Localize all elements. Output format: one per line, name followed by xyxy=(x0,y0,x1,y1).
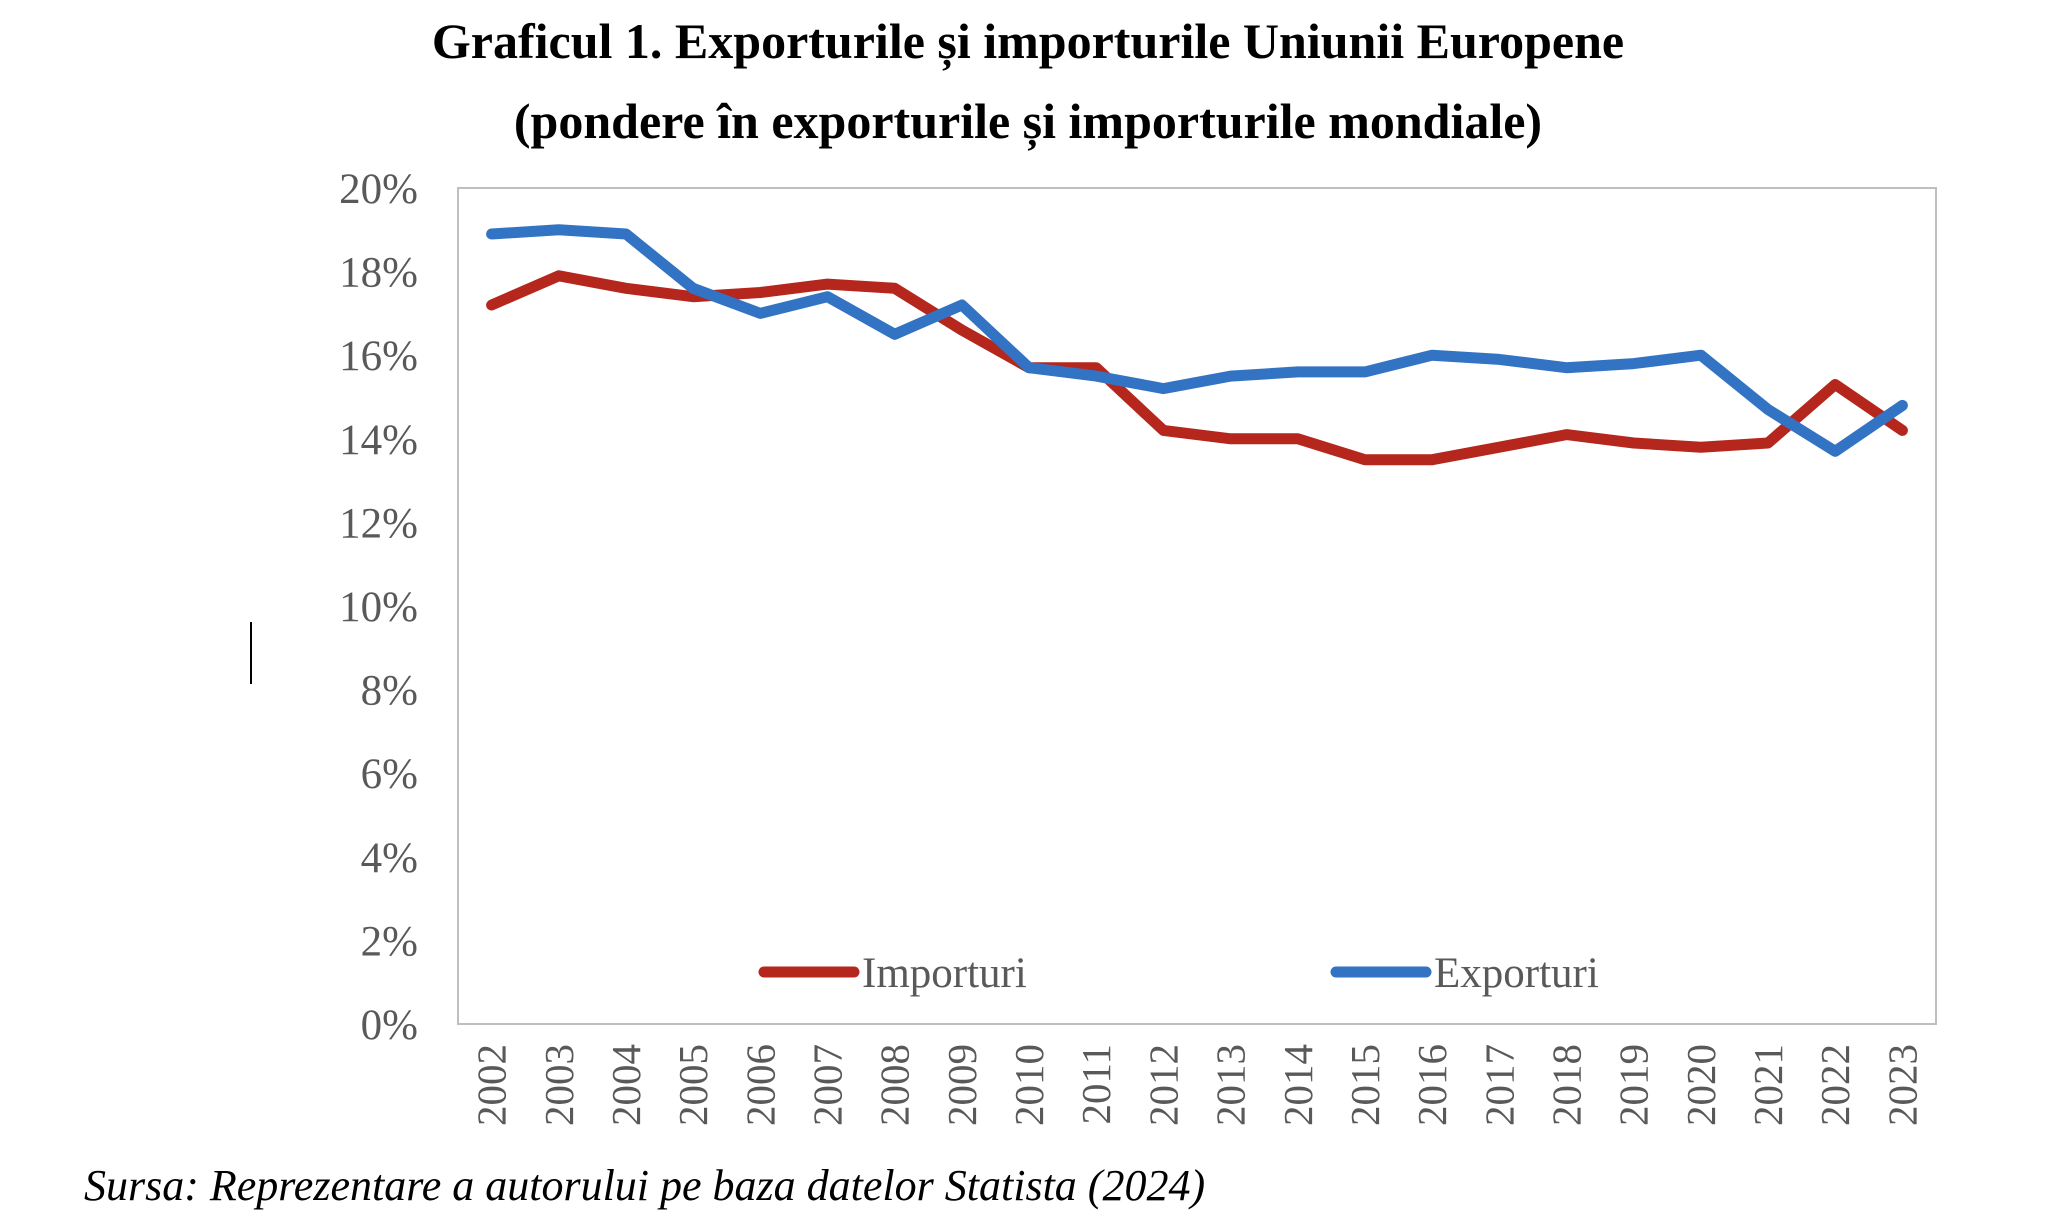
x-tick-label: 2012 xyxy=(1140,1044,1186,1126)
y-tick-label: 6% xyxy=(361,751,418,798)
y-tick-label: 4% xyxy=(361,835,418,882)
x-tick-label: 2022 xyxy=(1812,1044,1858,1126)
source-caption: Sursa: Reprezentare a autorului pe baza … xyxy=(84,1161,1206,1210)
legend-label-exporturi: Exporturi xyxy=(1434,950,1599,997)
chart-subtitle: (pondere în exporturile și importurile m… xyxy=(513,93,1543,149)
x-tick-label: 2018 xyxy=(1544,1044,1590,1126)
x-tick-label: 2005 xyxy=(670,1044,716,1126)
x-tick-label: 2023 xyxy=(1879,1044,1925,1126)
x-tick-label: 2010 xyxy=(1006,1044,1052,1126)
y-tick-label: 0% xyxy=(361,1002,418,1049)
y-tick-label: 8% xyxy=(361,668,418,715)
text-cursor xyxy=(250,622,252,684)
y-tick-label: 2% xyxy=(361,918,418,965)
y-tick-label: 12% xyxy=(339,500,418,547)
legend-label-importuri: Importuri xyxy=(862,950,1027,997)
y-tick-label: 14% xyxy=(339,417,418,464)
x-tick-label: 2019 xyxy=(1611,1044,1657,1126)
x-tick-label: 2008 xyxy=(872,1044,918,1126)
x-tick-label: 2011 xyxy=(1073,1044,1119,1124)
x-tick-label: 2015 xyxy=(1342,1044,1388,1126)
y-tick-label: 18% xyxy=(339,250,418,297)
chart-title: Graficul 1. Exporturile și importurile U… xyxy=(431,13,1625,69)
x-tick-label: 2021 xyxy=(1745,1044,1791,1126)
legend: Importuri Exporturi xyxy=(758,950,1599,997)
x-tick-label: 2020 xyxy=(1678,1044,1724,1126)
y-tick-label: 16% xyxy=(339,333,418,380)
x-tick-label: 2004 xyxy=(603,1044,649,1126)
x-tick-label: 2013 xyxy=(1208,1044,1254,1126)
x-tick-label: 2007 xyxy=(805,1044,851,1126)
x-tick-label: 2003 xyxy=(536,1044,582,1126)
x-tick-label: 2017 xyxy=(1476,1044,1522,1126)
x-tick-label: 2009 xyxy=(939,1044,985,1126)
plot-area-border xyxy=(457,187,1937,1025)
series-line-exporturi xyxy=(486,224,1908,457)
series-line-importuri xyxy=(486,270,1908,466)
x-tick-label: 2006 xyxy=(737,1044,783,1126)
x-tick-label: 2016 xyxy=(1409,1044,1455,1126)
x-tick-label: 2014 xyxy=(1275,1044,1321,1126)
x-tick-label: 2002 xyxy=(469,1044,515,1126)
series-lines xyxy=(486,224,1908,466)
y-tick-label: 10% xyxy=(339,584,418,631)
y-axis: 0% 2% 4% 6% 8% 10% 12% 14% 16% 18% 20% xyxy=(339,166,418,1049)
x-axis: 2002 2003 2004 2005 2006 2007 2008 2009 2010 2011… xyxy=(469,1044,1926,1126)
y-tick-label: 20% xyxy=(339,166,418,213)
